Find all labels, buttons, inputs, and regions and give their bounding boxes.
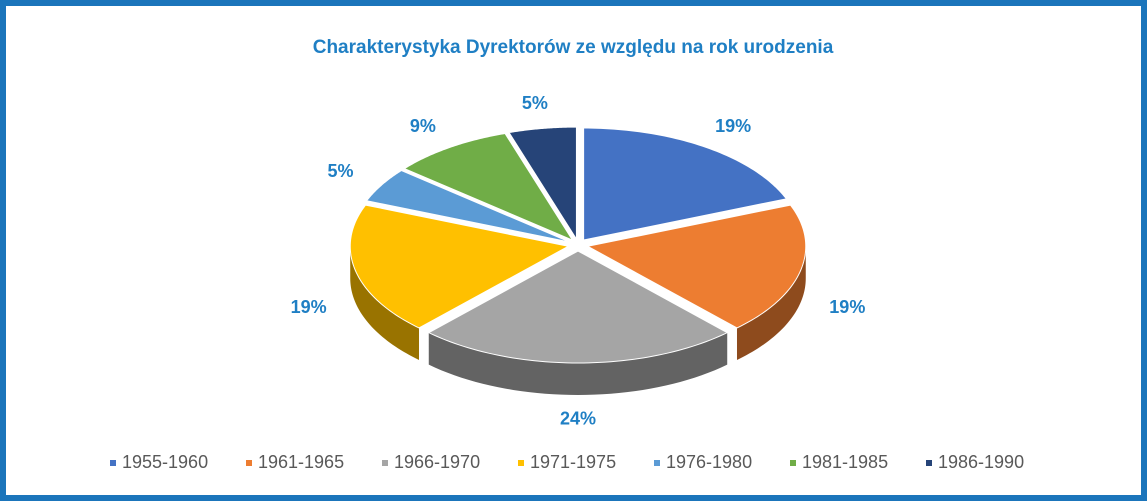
legend-label: 1981-1985 <box>802 452 888 472</box>
slice-side <box>350 246 420 360</box>
slice <box>365 169 570 243</box>
legend-label: 1986-1990 <box>938 452 1024 472</box>
legend-swatch <box>654 460 660 466</box>
legend-swatch <box>382 460 388 466</box>
legend-label: 1976-1980 <box>666 452 752 472</box>
slice-side <box>736 246 806 360</box>
legend-swatch <box>110 460 116 466</box>
legend-label: 1971-1975 <box>530 452 616 472</box>
slice <box>427 250 729 364</box>
data-label: 5% <box>327 161 353 181</box>
legend-swatch <box>246 460 252 466</box>
legend-label: 1955-1960 <box>122 452 208 472</box>
legend-label: 1961-1965 <box>258 452 344 472</box>
slice <box>583 127 788 241</box>
slice <box>403 132 574 242</box>
slice-side <box>428 332 728 395</box>
legend-swatch <box>790 460 796 466</box>
data-label: 5% <box>522 93 548 113</box>
chart-title: Charakterystyka Dyrektorów ze względu na… <box>313 37 834 58</box>
data-label: 19% <box>715 116 751 136</box>
slice <box>349 204 570 329</box>
slice <box>586 204 807 329</box>
legend-swatch <box>518 460 524 466</box>
data-label: 24% <box>560 408 596 428</box>
slice <box>508 126 577 241</box>
legend-swatch <box>926 460 932 466</box>
data-label: 9% <box>410 116 436 136</box>
legend-label: 1966-1970 <box>394 452 480 472</box>
data-label: 19% <box>291 297 327 317</box>
data-label: 19% <box>829 297 865 317</box>
